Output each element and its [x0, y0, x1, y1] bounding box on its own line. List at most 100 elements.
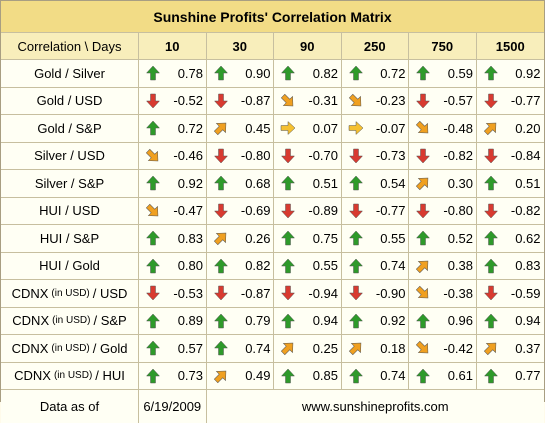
- upright-orange-arrow-icon: [348, 343, 361, 356]
- period-header: 250: [341, 33, 409, 60]
- correlation-cell: -0.73: [341, 142, 409, 170]
- correlation-cell: 0.62: [476, 225, 544, 253]
- up-green-arrow-icon: [415, 65, 431, 81]
- correlation-value: -0.07: [375, 120, 406, 136]
- correlation-value: 0.85: [312, 368, 338, 384]
- correlation-value: -0.82: [510, 203, 541, 219]
- correlation-cell: 0.55: [341, 225, 409, 253]
- correlation-cell: 0.94: [274, 307, 342, 335]
- correlation-cell: -0.80: [409, 197, 477, 225]
- correlation-cell: 0.61: [409, 362, 477, 390]
- upright-orange-arrow-icon: [483, 343, 496, 356]
- table-row: CDNX (in USD) / HUI 0.73 0.49 0.85 0.74 0.61 0.7…: [1, 362, 544, 390]
- up-green-arrow-icon: [415, 230, 431, 246]
- correlation-cell: 0.68: [206, 170, 274, 198]
- correlation-value: -0.59: [510, 285, 541, 301]
- correlation-value: 0.89: [177, 313, 203, 329]
- correlation-cell: -0.77: [341, 197, 409, 225]
- correlation-cell: 0.92: [341, 307, 409, 335]
- correlation-value: -0.31: [308, 93, 338, 109]
- correlation-value: 0.18: [380, 340, 406, 356]
- row-label-main: CDNX: [11, 340, 49, 356]
- correlation-cell: 0.20: [476, 115, 544, 143]
- period-header: 90: [274, 33, 342, 60]
- correlation-value: 0.57: [177, 340, 203, 356]
- up-green-arrow-icon: [280, 230, 296, 246]
- correlation-cell: 0.83: [139, 225, 207, 253]
- correlation-cell: 0.92: [476, 60, 544, 88]
- correlation-cell: 0.82: [206, 252, 274, 280]
- up-green-arrow-icon: [280, 258, 296, 273]
- data-date: 6/19/2009: [139, 390, 207, 423]
- correlation-cell: -0.48: [409, 115, 477, 143]
- correlation-cell: 0.37: [476, 335, 544, 363]
- correlation-value: -0.73: [375, 148, 406, 164]
- row-label-main: CDNX: [14, 368, 51, 384]
- correlation-cell: 0.83: [476, 253, 544, 280]
- correlation-cell: 0.51: [274, 170, 342, 198]
- up-green-arrow-icon: [145, 313, 161, 328]
- correlation-value: -0.52: [173, 93, 203, 109]
- correlation-value: 0.61: [447, 368, 473, 384]
- correlation-value: -0.87: [240, 93, 271, 109]
- correlation-value: -0.94: [308, 285, 338, 301]
- correlation-cell: -0.59: [476, 280, 544, 308]
- downright-orange-arrow-icon: [415, 341, 429, 354]
- up-green-arrow-icon: [213, 175, 228, 191]
- correlation-cell: 0.51: [476, 170, 544, 198]
- correlation-value: 0.26: [245, 230, 271, 246]
- correlation-cell: -0.07: [341, 115, 409, 143]
- correlation-value: -0.77: [510, 93, 541, 109]
- table-row: HUI / S&P 0.83 0.26 0.75 0.55 0.52 0.62: [1, 225, 544, 253]
- correlation-cell: 0.75: [274, 225, 342, 253]
- correlation-value: -0.46: [173, 148, 203, 164]
- correlation-cell: 0.18: [341, 335, 409, 363]
- up-green-arrow-icon: [145, 258, 161, 273]
- table-title-row: Sunshine Profits' Correlation Matrix: [1, 1, 544, 33]
- correlation-value: -0.38: [443, 285, 473, 301]
- correlation-value: -0.84: [510, 148, 541, 164]
- correlation-value: -0.80: [443, 203, 473, 219]
- correlation-cell: 0.52: [409, 225, 477, 253]
- corner-header: Correlation \ Days: [1, 33, 139, 60]
- down-red-arrow-icon: [483, 93, 498, 109]
- down-red-arrow-icon: [415, 148, 431, 164]
- correlation-cell: -0.77: [476, 88, 544, 115]
- correlation-value: 0.51: [515, 175, 541, 191]
- down-red-arrow-icon: [280, 203, 296, 219]
- footer-row: Data as of 6/19/2009 www.sunshineprofits…: [1, 390, 544, 423]
- correlation-value: -0.23: [375, 93, 406, 109]
- up-green-arrow-icon: [348, 313, 363, 328]
- correlation-value: 0.37: [515, 340, 541, 356]
- row-label: CDNX (in USD) / USD: [1, 280, 139, 308]
- down-red-arrow-icon: [145, 286, 161, 301]
- correlation-value: 0.82: [312, 65, 338, 81]
- correlation-cell: 0.80: [139, 252, 207, 280]
- period-header: 750: [409, 33, 477, 60]
- correlation-value: 0.73: [177, 368, 203, 384]
- correlation-cell: -0.46: [139, 142, 207, 170]
- correlation-cell: -0.87: [206, 87, 274, 115]
- correlation-value: 0.55: [312, 258, 338, 274]
- down-red-arrow-icon: [213, 148, 228, 164]
- row-label: Gold / S&P: [1, 115, 139, 143]
- up-green-arrow-icon: [145, 368, 161, 383]
- correlation-value: 0.38: [447, 258, 473, 274]
- website-link[interactable]: www.sunshineprofits.com: [301, 399, 449, 414]
- correlation-value: 0.59: [447, 65, 473, 81]
- correlation-cell: 0.25: [274, 335, 342, 363]
- correlation-value: 0.54: [380, 175, 406, 191]
- correlation-value: 0.90: [245, 65, 271, 81]
- table-row: CDNX (in USD) / S&P 0.89 0.79 0.94 0.92 0.96 0.9…: [1, 307, 544, 335]
- downright-orange-arrow-icon: [145, 148, 159, 161]
- correlation-value: 0.49: [245, 368, 271, 384]
- correlation-cell: -0.82: [409, 142, 477, 170]
- row-label-main: CDNX: [11, 285, 49, 301]
- correlation-value: 0.77: [515, 368, 541, 384]
- correlation-value: 0.30: [447, 175, 473, 191]
- correlation-cell: 0.92: [139, 170, 207, 198]
- table-row: HUI / USD -0.47 -0.69 -0.89 -0.77 -0.80 -0.82: [1, 197, 544, 225]
- correlation-cell: -0.31: [274, 87, 342, 115]
- correlation-value: 0.72: [380, 65, 406, 81]
- down-red-arrow-icon: [213, 286, 228, 301]
